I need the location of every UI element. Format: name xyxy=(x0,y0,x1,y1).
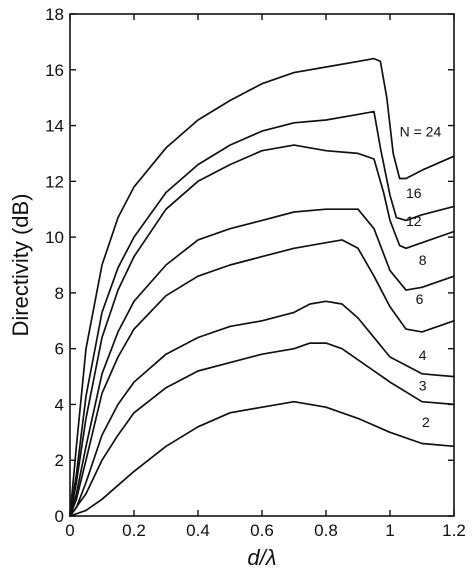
series-label: N = 24 xyxy=(400,124,442,140)
y-tick-label: 10 xyxy=(45,228,64,247)
series-line xyxy=(69,400,455,517)
x-tick-label: 0.6 xyxy=(250,521,274,540)
x-tick-label: 0.2 xyxy=(122,521,146,540)
y-tick-label: 12 xyxy=(45,172,64,191)
plot-frame xyxy=(69,13,455,517)
y-axis-title: Directivity (dB) xyxy=(8,193,33,336)
series-label: 6 xyxy=(416,291,424,307)
x-tick-label: 0.4 xyxy=(186,521,210,540)
series-lines xyxy=(69,57,455,517)
series-line xyxy=(69,342,455,517)
y-tick-label: 14 xyxy=(45,117,64,136)
x-tick-label: 0.8 xyxy=(314,521,338,540)
series-label: 16 xyxy=(406,185,422,201)
series-line xyxy=(69,300,455,517)
series-label: 2 xyxy=(422,414,430,430)
series-label: 4 xyxy=(419,347,427,363)
series-line xyxy=(69,144,455,517)
y-tick-label: 0 xyxy=(55,507,64,526)
series-line xyxy=(69,57,455,517)
y-tick-label: 18 xyxy=(45,5,64,24)
series-line xyxy=(69,208,455,517)
x-tick-label: 0 xyxy=(65,521,74,540)
y-tick-label: 16 xyxy=(45,61,64,80)
series-line xyxy=(69,239,455,517)
series-label: 8 xyxy=(419,252,427,268)
series-line xyxy=(69,110,455,517)
series-label: 3 xyxy=(419,378,427,394)
y-tick-label: 8 xyxy=(55,284,64,303)
y-tick-label: 2 xyxy=(55,451,64,470)
series-label: 12 xyxy=(406,213,422,229)
x-tick-label: 1.2 xyxy=(442,521,466,540)
y-tick-label: 6 xyxy=(55,340,64,359)
x-tick-label: 1 xyxy=(385,521,394,540)
series-labels: N = 24 16 12 8 6 4 3 2 xyxy=(400,124,442,430)
x-axis-title: d/λ xyxy=(247,545,276,570)
axis-ticks: 0 0.2 0.4 0.6 0.8 1 1.2 0 2 4 6 8 10 12 14 16 18 xyxy=(45,5,466,540)
y-tick-label: 4 xyxy=(55,395,64,414)
